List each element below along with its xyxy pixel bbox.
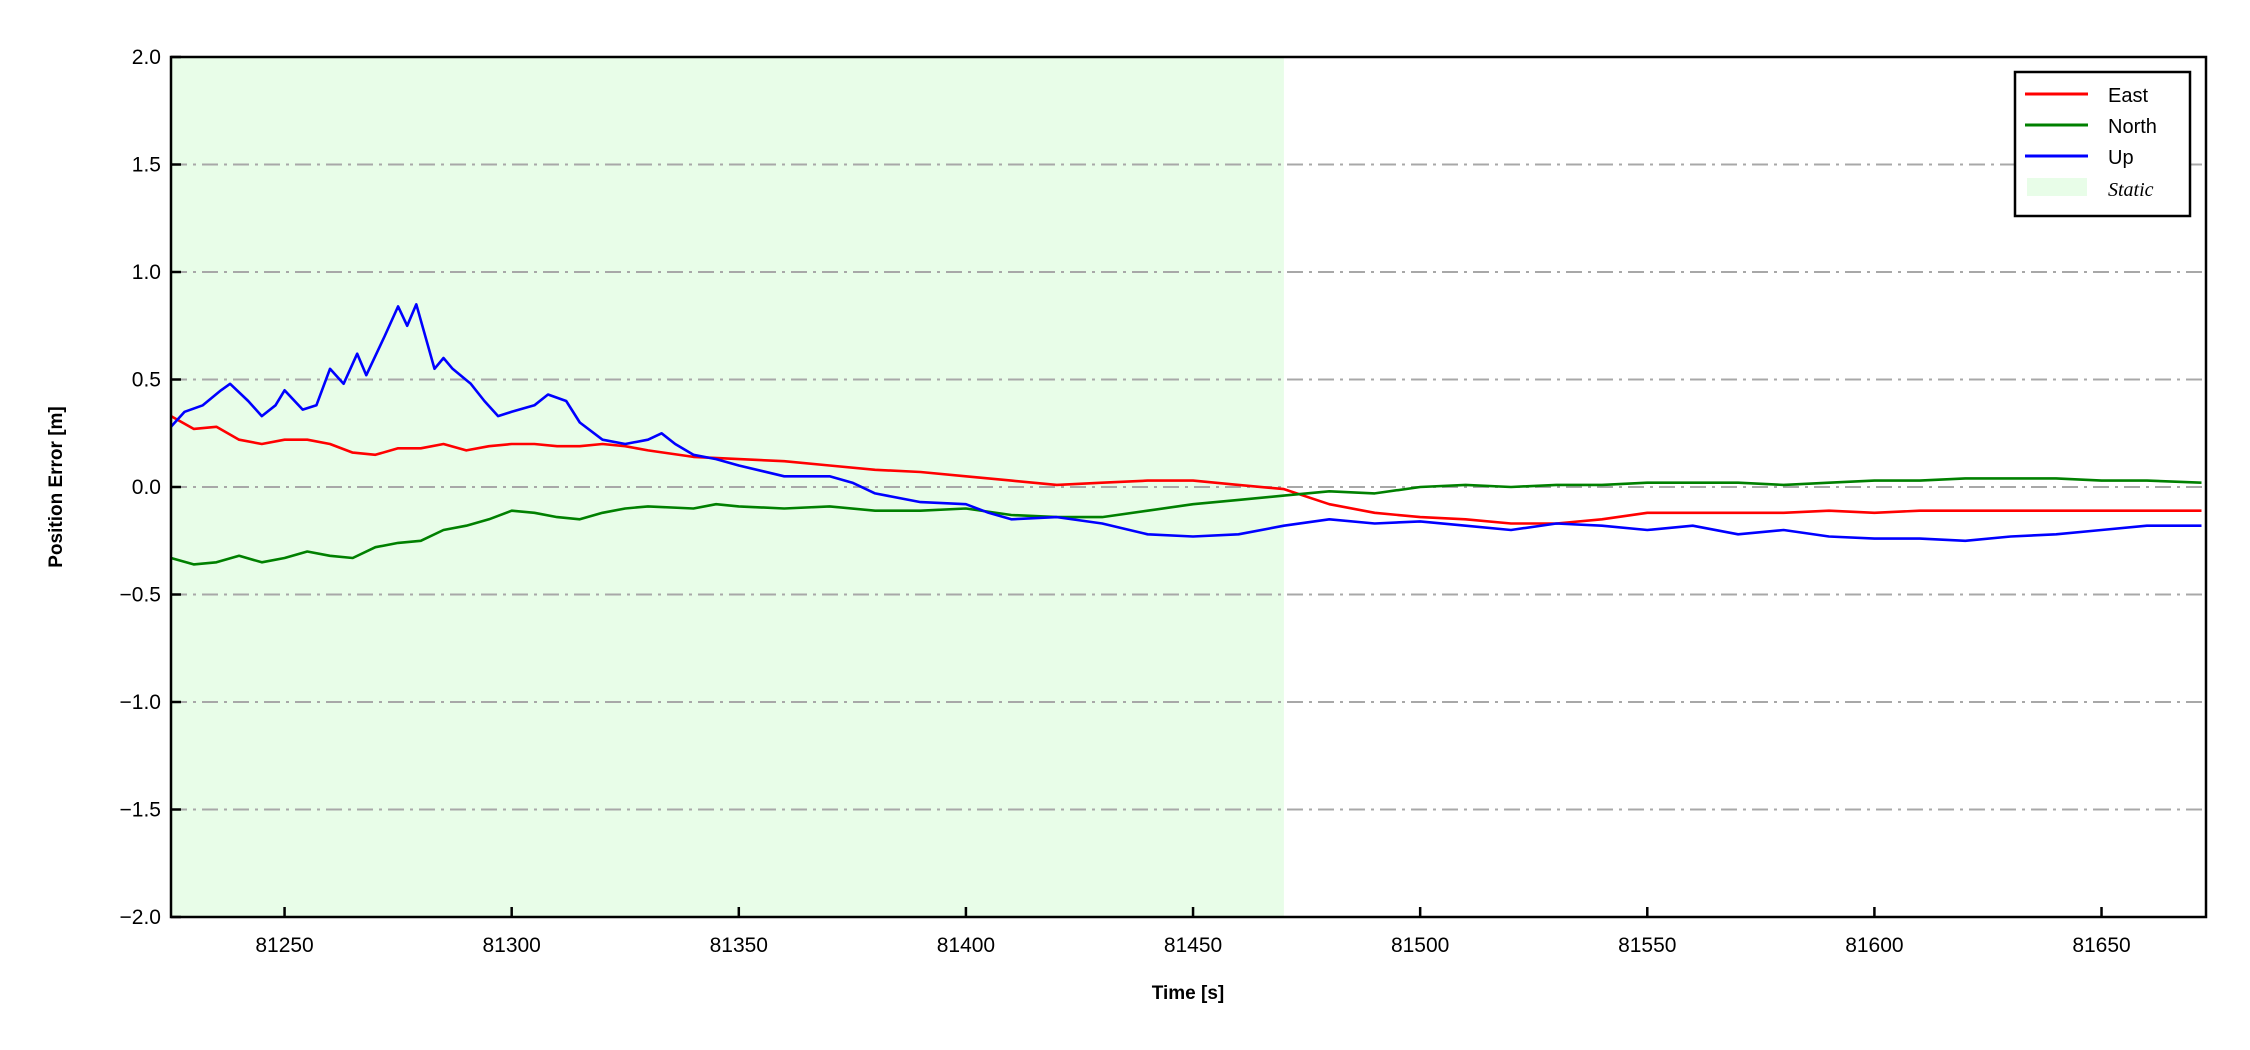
x-tick-label: 81600 [1845, 934, 1903, 957]
series-lines [170, 302, 2202, 566]
x-tick-label: 81250 [255, 934, 313, 957]
x-tick-label: 81500 [1391, 934, 1449, 957]
x-tick-label: 81350 [710, 934, 768, 957]
y-tick-label: −1.0 [120, 691, 161, 714]
x-tick-label: 81650 [2072, 934, 2130, 957]
series-line-north [170, 477, 2202, 566]
legend-swatch-static [2027, 178, 2087, 196]
legend: East North Up Static [2013, 70, 2192, 218]
y-tick-label: 0.0 [132, 476, 161, 499]
x-tick-label: 81400 [937, 934, 995, 957]
y-axis-label: Position Error [m] [46, 406, 67, 568]
legend-label-north: North [2108, 116, 2157, 138]
x-tick-label: 81550 [1618, 934, 1676, 957]
series-line-up [170, 302, 2202, 543]
y-tick-label: 1.0 [132, 261, 161, 284]
x-tick-label: 81450 [1164, 934, 1222, 957]
legend-label-east: East [2108, 85, 2148, 107]
static-region [171, 57, 1284, 917]
y-tick-label: −0.5 [120, 584, 161, 607]
x-axis-label: Time [s] [1152, 983, 1225, 1004]
y-tick-label: −2.0 [120, 906, 161, 929]
legend-label-static: Static [2108, 179, 2154, 201]
series-line-east [170, 414, 2202, 525]
y-tick-label: 1.5 [132, 154, 161, 177]
y-tick-label: 0.5 [132, 369, 161, 392]
axis-ticks: −2.0 −1.5 −1.0 −0.5 0.0 0.5 1.0 1.5 2.0 81250 8130… [120, 46, 2131, 957]
legend-label-up: Up [2108, 147, 2134, 169]
x-tick-label: 81300 [482, 934, 540, 957]
y-tick-label: −1.5 [120, 799, 161, 822]
y-tick-label: 2.0 [132, 46, 161, 69]
